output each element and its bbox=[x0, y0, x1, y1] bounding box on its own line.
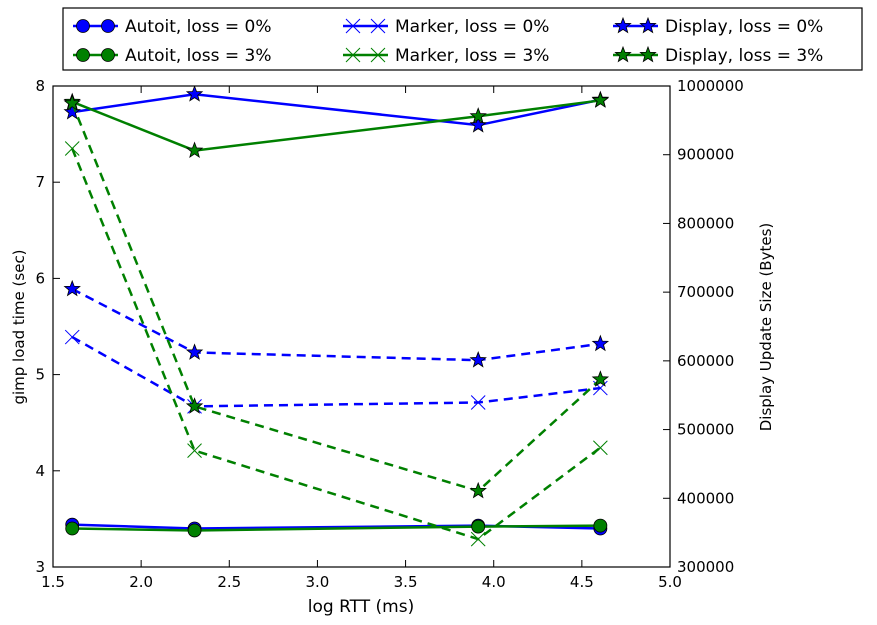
legend-box bbox=[62, 7, 863, 71]
legend-marker-start bbox=[76, 48, 90, 62]
data-point-1-2 bbox=[471, 519, 486, 534]
y-axis-left-label: gimp load time (sec) bbox=[10, 249, 28, 404]
y-right-tick-label: 300000 bbox=[677, 558, 734, 576]
legend-marker-end bbox=[639, 16, 657, 34]
plot-frame bbox=[52, 85, 671, 568]
legend-entry-0: Autoit, loss = 0% bbox=[73, 17, 272, 37]
y-axis-right-label: Display Update Size (Bytes) bbox=[757, 223, 775, 432]
x-tick-label: 2.0 bbox=[129, 573, 153, 591]
legend-label: Marker, loss = 0% bbox=[395, 17, 549, 37]
data-point-4-1 bbox=[185, 86, 204, 102]
data-point-1-0 bbox=[65, 521, 80, 536]
data-point-7-3 bbox=[591, 370, 610, 387]
x-tick-label: 5.0 bbox=[658, 573, 682, 591]
data-point-3-3 bbox=[593, 440, 608, 456]
series-line-2 bbox=[71, 335, 601, 408]
y-right-tick-label: 400000 bbox=[677, 489, 734, 507]
legend-marker-start bbox=[345, 18, 361, 34]
data-point-6-0 bbox=[63, 279, 81, 297]
y-right-tick-label: 700000 bbox=[677, 283, 734, 301]
data-point-5-1 bbox=[185, 141, 204, 158]
series-1 bbox=[65, 518, 608, 538]
legend-marker-start bbox=[614, 45, 632, 63]
x-tick-label: 3.0 bbox=[305, 573, 329, 591]
legend-entry-1: Autoit, loss = 3% bbox=[73, 46, 272, 66]
y-left-tick-label: 8 bbox=[35, 77, 45, 95]
plot-area bbox=[53, 86, 670, 567]
legend-label: Display, loss = 3% bbox=[665, 46, 823, 66]
y-right-tick-label: 600000 bbox=[677, 352, 734, 370]
data-point-2-2 bbox=[470, 395, 486, 410]
data-point-1-3 bbox=[593, 518, 608, 533]
series-line-5 bbox=[71, 99, 601, 152]
data-point-6-1 bbox=[185, 343, 204, 360]
data-point-6-2 bbox=[469, 351, 487, 368]
legend-label: Autoit, loss = 3% bbox=[125, 46, 272, 66]
legend-marker-end bbox=[370, 18, 386, 34]
legend-label: Display, loss = 0% bbox=[665, 17, 823, 37]
x-tick-label: 4.5 bbox=[570, 573, 594, 591]
y-left-tick-label: 6 bbox=[35, 269, 45, 287]
data-point-4-0 bbox=[63, 102, 81, 120]
series-3 bbox=[64, 141, 608, 547]
data-point-5-2 bbox=[469, 107, 487, 124]
legend-entry-2: Marker, loss = 0% bbox=[343, 17, 549, 37]
data-point-5-3 bbox=[591, 91, 610, 108]
legend-marker-end bbox=[370, 47, 386, 63]
data-point-3-2 bbox=[470, 531, 486, 547]
y-left-tick-label: 7 bbox=[35, 173, 45, 191]
y-right-tick-label: 500000 bbox=[677, 421, 734, 439]
series-line-1 bbox=[72, 524, 601, 532]
data-point-6-3 bbox=[591, 334, 610, 352]
data-point-3-1 bbox=[187, 443, 202, 458]
series-line-6 bbox=[71, 287, 601, 362]
x-tick-label: 2.5 bbox=[217, 573, 241, 591]
series-line-7 bbox=[71, 102, 602, 493]
x-axis-label: log RTT (ms) bbox=[308, 597, 414, 617]
y-right-tick-label: 1000000 bbox=[677, 77, 744, 95]
legend-marker-end bbox=[101, 48, 115, 62]
series-6 bbox=[63, 279, 610, 368]
legend-entry-4: Display, loss = 0% bbox=[613, 16, 823, 37]
y-left-tick-label: 5 bbox=[35, 366, 45, 384]
legend-label: Autoit, loss = 0% bbox=[125, 17, 272, 37]
x-tick-label: 3.5 bbox=[394, 573, 418, 591]
y-left-tick-label: 3 bbox=[35, 558, 45, 576]
data-point-3-0 bbox=[64, 141, 80, 156]
legend-entry-5: Display, loss = 3% bbox=[613, 45, 823, 66]
legend-marker-start bbox=[345, 47, 361, 63]
legend-marker-start bbox=[614, 16, 632, 34]
series-7 bbox=[63, 94, 610, 499]
data-point-7-1 bbox=[185, 397, 204, 414]
y-right-tick-label: 800000 bbox=[677, 214, 734, 232]
legend-marker-end bbox=[639, 45, 657, 63]
y-right-tick-label: 900000 bbox=[677, 146, 734, 164]
series-line-4 bbox=[72, 92, 601, 127]
legend-marker-start bbox=[76, 19, 90, 33]
axes: 1.5 2.0 2.5 3.0 3.5 4.0 4.5 5.0 3 4 5 6 7 8 300000 4000… bbox=[35, 77, 743, 591]
x-tick-label: 4.0 bbox=[482, 573, 506, 591]
data-point-7-0 bbox=[63, 94, 81, 111]
data-point-4-2 bbox=[469, 116, 487, 133]
data-point-7-2 bbox=[469, 481, 487, 499]
legend-label: Marker, loss = 3% bbox=[395, 46, 549, 66]
legend-entry-3: Marker, loss = 3% bbox=[343, 46, 549, 66]
data-point-2-0 bbox=[64, 329, 80, 345]
x-tick-label: 1.5 bbox=[41, 573, 65, 591]
plot-background bbox=[53, 86, 670, 567]
legend: Autoit, loss = 0% Autoit, loss = 3% Marker… bbox=[62, 7, 863, 71]
y-left-tick-label: 4 bbox=[35, 462, 45, 480]
data-point-1-1 bbox=[187, 523, 202, 538]
legend-marker-end bbox=[101, 19, 115, 33]
